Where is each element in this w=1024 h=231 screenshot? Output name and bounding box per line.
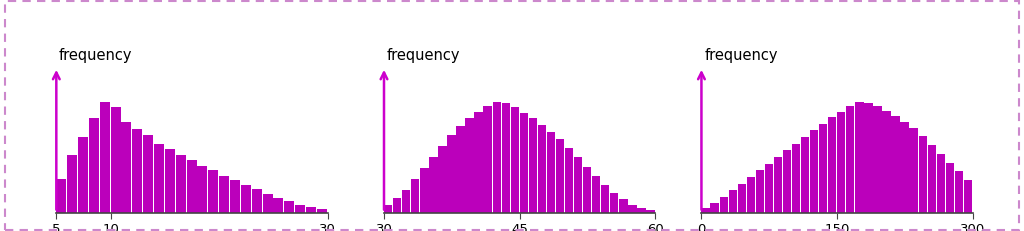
Bar <box>447 135 456 213</box>
Text: frequency: frequency <box>705 48 777 63</box>
Bar <box>720 197 728 213</box>
Bar <box>729 190 737 213</box>
Bar <box>56 179 67 213</box>
Bar <box>883 110 891 213</box>
Bar <box>838 112 846 213</box>
Bar <box>68 155 77 213</box>
Bar <box>538 125 546 213</box>
Bar <box>583 167 591 213</box>
Bar <box>295 205 305 213</box>
Bar <box>111 107 121 213</box>
Bar <box>891 116 900 213</box>
Bar <box>438 146 446 213</box>
Bar <box>629 205 637 213</box>
Bar <box>573 157 583 213</box>
Bar <box>208 170 218 213</box>
Bar <box>465 118 474 213</box>
Bar <box>601 185 609 213</box>
Bar <box>828 117 837 213</box>
Bar <box>402 190 411 213</box>
Bar <box>393 198 401 213</box>
Bar <box>165 149 175 213</box>
Bar <box>937 154 945 213</box>
Text: frequency: frequency <box>387 48 460 63</box>
Bar <box>954 171 963 213</box>
Bar <box>143 135 154 213</box>
Bar <box>429 157 437 213</box>
Bar <box>610 193 618 213</box>
Bar <box>474 112 482 213</box>
Bar <box>483 106 492 213</box>
Bar <box>964 180 972 213</box>
Bar <box>511 107 519 213</box>
Bar <box>528 118 537 213</box>
Bar <box>78 137 88 213</box>
Bar <box>855 102 863 213</box>
Bar <box>520 113 528 213</box>
Bar <box>262 194 272 213</box>
Bar <box>919 136 927 213</box>
Bar <box>457 126 465 213</box>
Bar <box>132 129 142 213</box>
Bar <box>746 177 755 213</box>
Bar <box>783 150 792 213</box>
Bar <box>99 102 110 213</box>
Bar <box>241 185 251 213</box>
Bar <box>637 208 645 213</box>
Bar <box>219 176 229 213</box>
Bar <box>306 207 316 213</box>
Bar <box>792 144 800 213</box>
Bar <box>502 103 510 213</box>
Bar <box>420 168 428 213</box>
Bar <box>547 132 555 213</box>
Bar <box>252 189 262 213</box>
Bar <box>316 209 327 213</box>
Bar <box>592 176 600 213</box>
Bar <box>765 164 773 213</box>
Bar <box>154 144 164 213</box>
Bar <box>230 180 240 213</box>
Bar <box>493 102 501 213</box>
Bar <box>198 166 208 213</box>
Bar <box>946 163 954 213</box>
Bar <box>186 160 197 213</box>
Bar <box>756 170 764 213</box>
Bar <box>737 184 745 213</box>
Bar <box>565 148 573 213</box>
Bar <box>928 145 936 213</box>
Bar <box>384 205 392 213</box>
Bar <box>873 106 882 213</box>
Bar <box>646 210 654 213</box>
Text: frequency: frequency <box>59 48 132 63</box>
Bar <box>900 122 908 213</box>
Bar <box>810 131 818 213</box>
Bar <box>701 208 710 213</box>
Bar <box>176 155 185 213</box>
Bar <box>801 137 809 213</box>
Bar <box>774 157 782 213</box>
Bar <box>819 124 827 213</box>
Bar <box>89 118 99 213</box>
Bar <box>122 122 131 213</box>
Bar <box>556 139 564 213</box>
Bar <box>846 106 854 213</box>
Bar <box>273 198 284 213</box>
Bar <box>711 203 719 213</box>
Bar <box>864 103 872 213</box>
Bar <box>620 199 628 213</box>
Bar <box>909 128 918 213</box>
Bar <box>412 179 420 213</box>
Bar <box>285 201 294 213</box>
